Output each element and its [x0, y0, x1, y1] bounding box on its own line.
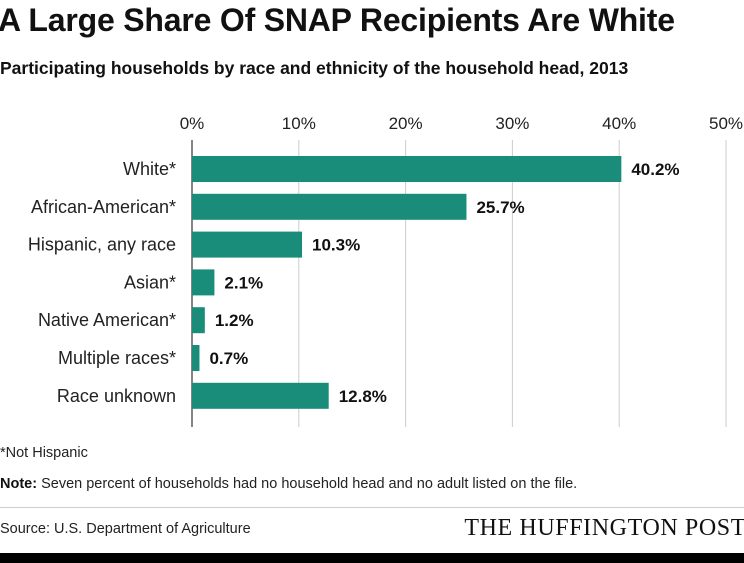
source: Source: U.S. Department of Agriculture [0, 521, 251, 537]
bars [192, 156, 622, 409]
note-text: Seven percent of households had no house… [37, 476, 578, 492]
bar [192, 269, 215, 296]
bar [192, 382, 329, 409]
bar [192, 193, 467, 220]
huffington-post-logo: THE HUFFINGTON POST [464, 515, 744, 541]
category-label: Multiple races* [58, 348, 176, 368]
category-label: White* [123, 159, 176, 179]
x-axis-ticks: 0% 10% 20% 30% 40% 50% [180, 114, 743, 133]
note-label: Note: [0, 476, 38, 492]
value-label: 40.2% [631, 160, 679, 179]
x-tick-label: 30% [495, 114, 529, 133]
divider [0, 507, 744, 508]
value-label: 10.3% [312, 236, 360, 255]
bar-chart: 0% 10% 20% 30% 40% 50% White* African-American… [28, 114, 743, 427]
category-labels: White* African-American* Hispanic, any rac… [28, 159, 176, 406]
x-tick-label: 10% [282, 114, 316, 133]
gridlines [191, 140, 727, 427]
value-label: 0.7% [209, 349, 248, 368]
bar [192, 345, 200, 371]
chart-subtitle: Participating households by race and eth… [0, 58, 629, 78]
note: Note: Seven percent of households had no… [0, 476, 577, 492]
value-label: 25.7% [476, 198, 524, 217]
value-label: 1.2% [215, 311, 254, 330]
x-tick-label: 40% [602, 114, 636, 133]
value-label: 2.1% [224, 273, 263, 292]
category-label: African-American* [31, 197, 176, 217]
footnote: *Not Hispanic [0, 445, 88, 461]
x-tick-label: 0% [180, 114, 205, 133]
category-label: Asian* [124, 272, 176, 292]
x-tick-label: 20% [389, 114, 423, 133]
bar [192, 231, 303, 258]
category-label: Native American* [38, 310, 176, 330]
x-tick-label: 50% [709, 114, 743, 133]
chart-title: A Large Share Of SNAP Recipients Are Whi… [0, 2, 675, 38]
value-label: 12.8% [339, 387, 387, 406]
bottom-bar [0, 553, 744, 563]
value-labels: 40.2% 25.7% 10.3% 2.1% 1.2% 0.7% 12.8% [209, 160, 679, 406]
bar [192, 156, 622, 182]
category-label: Race unknown [57, 386, 176, 406]
category-label: Hispanic, any race [28, 235, 176, 255]
bar [192, 307, 205, 334]
